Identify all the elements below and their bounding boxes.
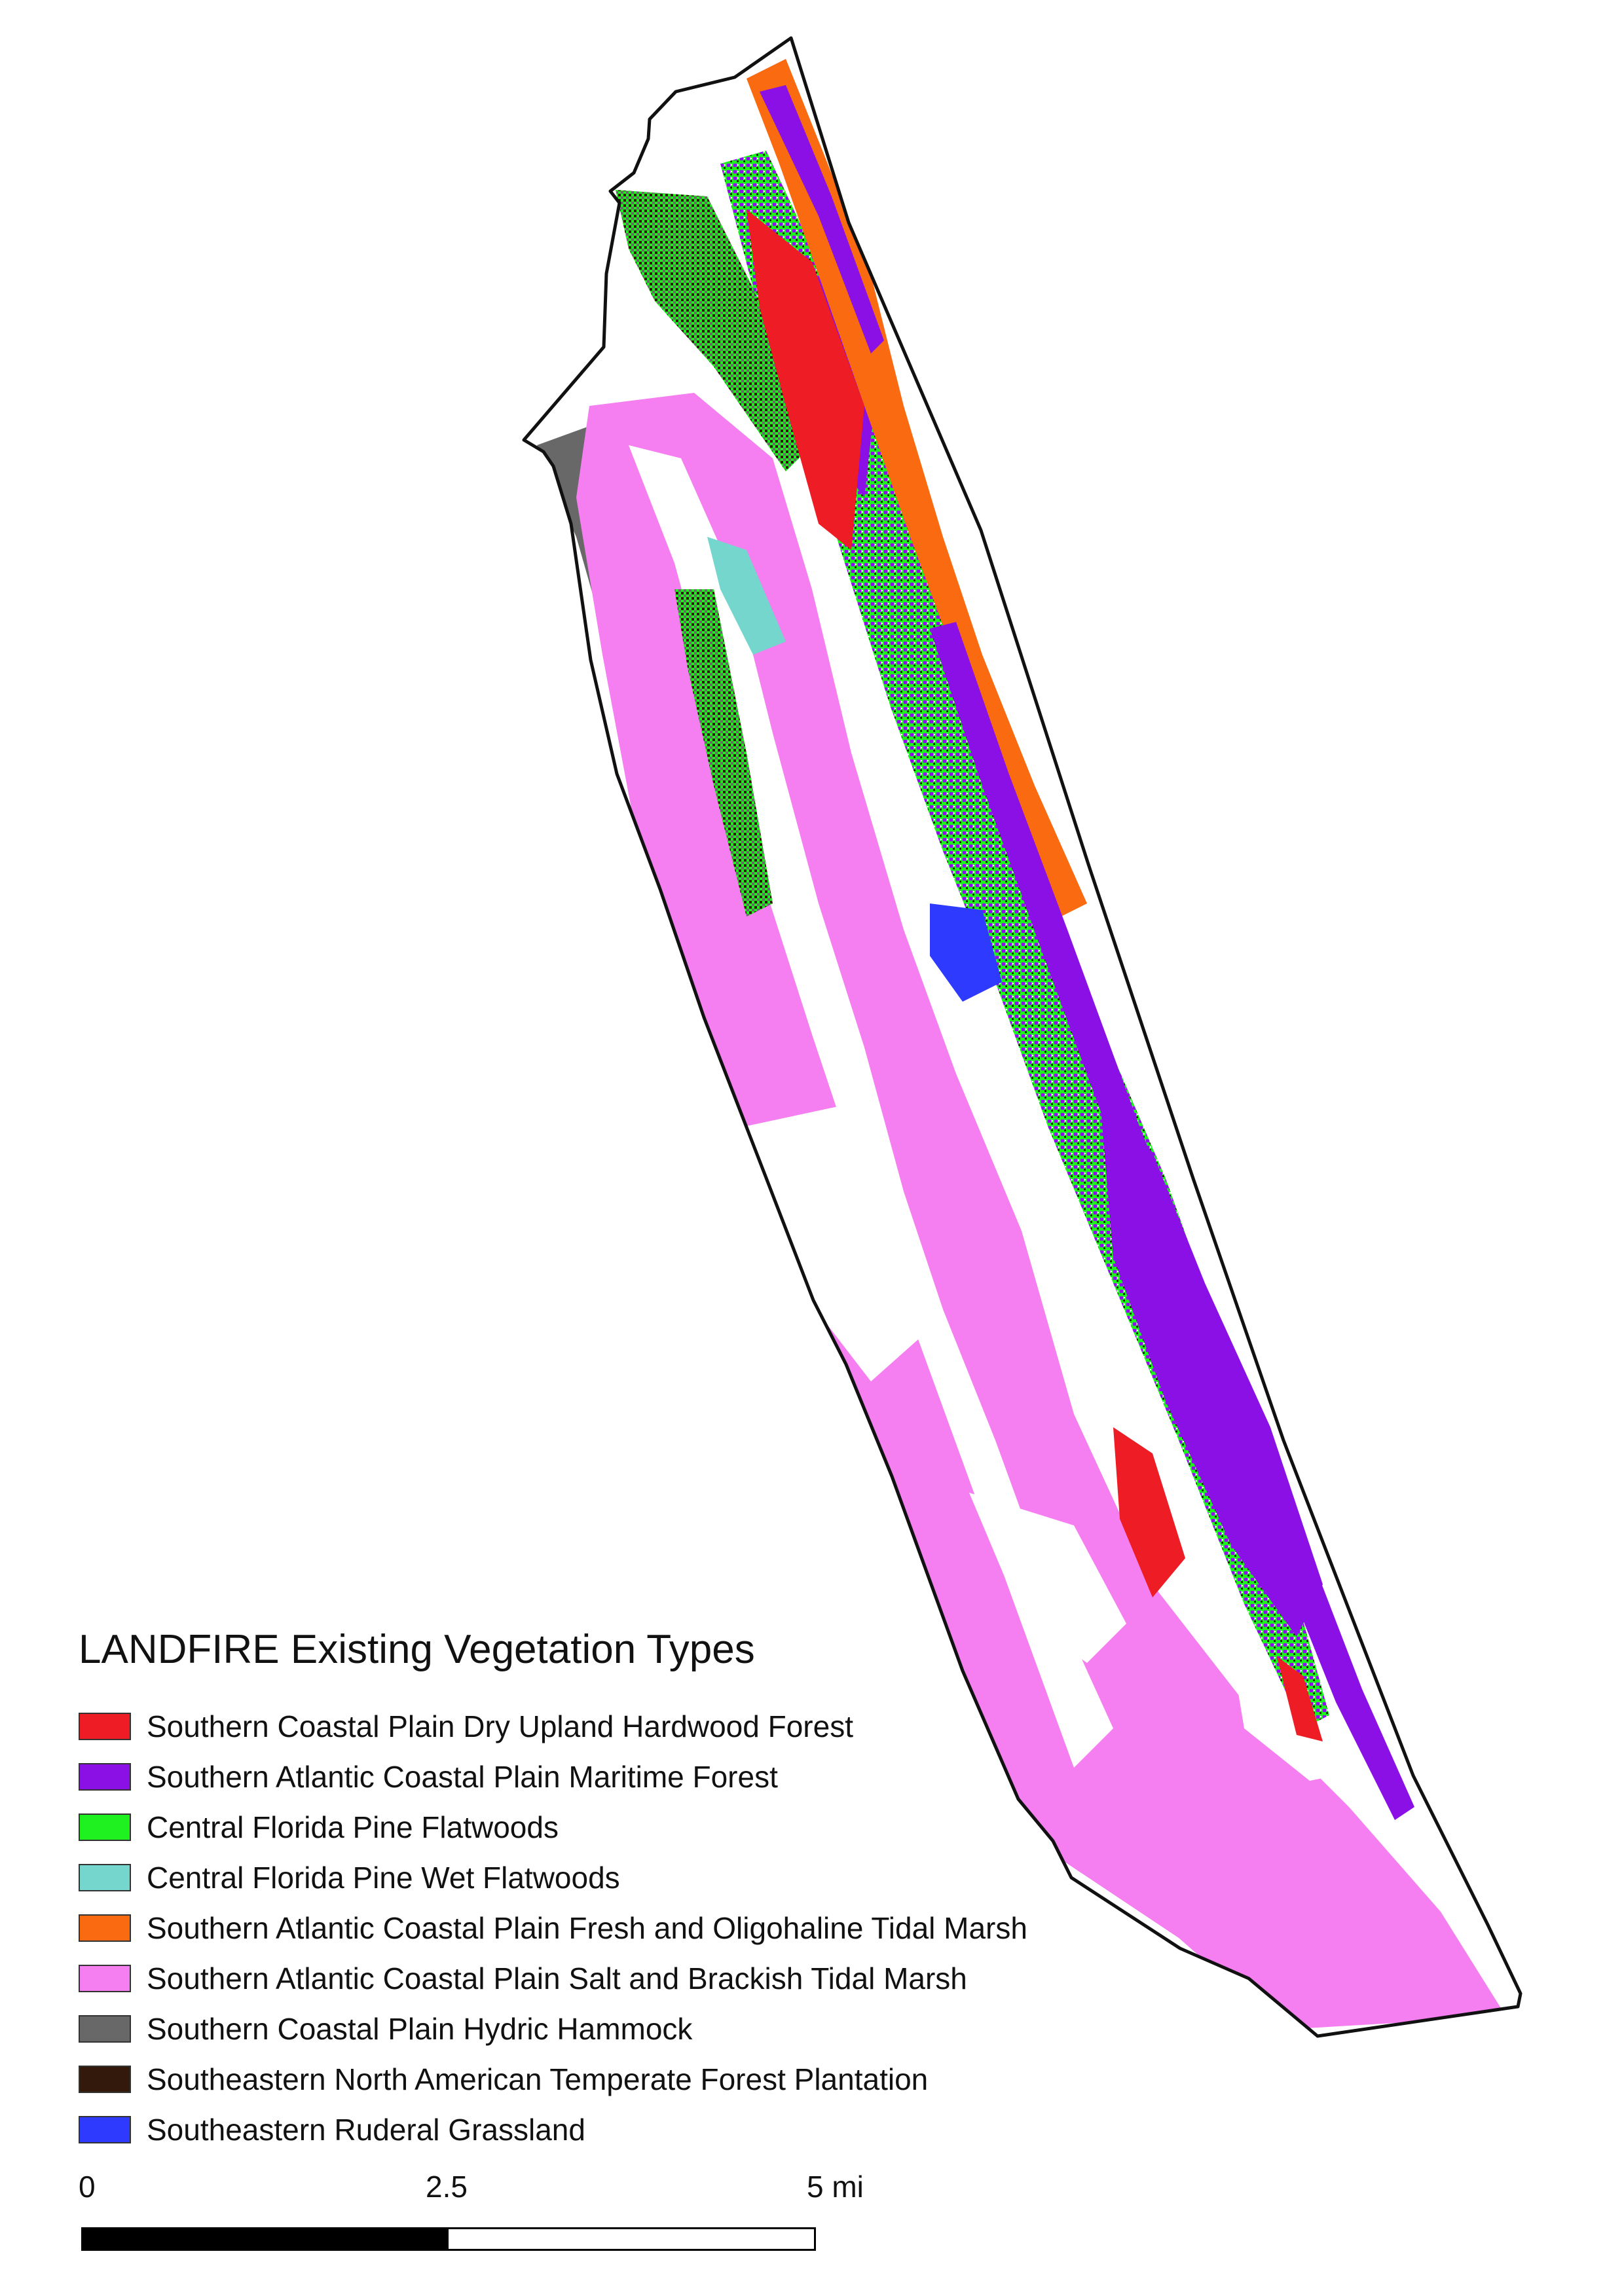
forest-mix-west [674,589,773,917]
legend-item: Southern Coastal Plain Dry Upland Hardwo… [79,1701,1192,1751]
legend-title: LANDFIRE Existing Vegetation Types [79,1627,755,1672]
legend-swatch [79,2065,131,2093]
legend-item: Central Florida Pine Wet Flatwoods [79,1852,1192,1903]
maritime-forest-barrier [930,622,1414,1820]
fresh-tidal-marsh-region [747,59,1087,917]
open-water-patch [969,1493,1126,1663]
legend-item: Southeastern Ruderal Grassland [79,2104,1192,2155]
legend-items: Southern Coastal Plain Dry Upland Hardwo… [79,1701,1192,2155]
legend-item: Southern Atlantic Coastal Plain Salt and… [79,1953,1192,2003]
legend-swatch [79,1964,131,1992]
study-area-boundary [522,36,1522,2038]
legend-swatch [79,1712,131,1740]
scale-label-mid: 2.5 [426,2170,468,2204]
legend-label: Southern Coastal Plain Hydric Hammock [147,2011,693,2046]
salt-marsh-region [576,393,1506,2030]
legend-label: Southern Atlantic Coastal Plain Maritime… [147,1759,778,1794]
legend-label: Central Florida Pine Flatwoods [147,1810,559,1844]
ruderal-grassland-region [930,903,1002,1002]
legend-swatch [79,2115,131,2143]
legend-label: Southern Atlantic Coastal Plain Salt and… [147,1961,967,1995]
legend-swatch [79,1863,131,1891]
scale-label-start: 0 [79,2170,96,2204]
dry-upland-hardwood-region [747,210,864,550]
dry-upland-hardwood-region [1277,1656,1323,1741]
legend-item: Southern Coastal Plain Hydric Hammock [79,2003,1192,2054]
legend-swatch [79,2014,131,2043]
scale-segment-empty [449,2229,814,2249]
legend-item: Central Florida Pine Flatwoods [79,1802,1192,1852]
wet-flatwoods-region [707,537,786,655]
legend-swatch [79,1813,131,1841]
legend-label: Central Florida Pine Wet Flatwoods [147,1860,620,1895]
legend-label: Southern Coastal Plain Dry Upland Hardwo… [147,1709,853,1743]
scale-bar-graphic [81,2227,816,2251]
legend-item: Southern Atlantic Coastal Plain Maritime… [79,1751,1192,1802]
forest-mix-west [616,190,812,471]
legend-label: Southeastern Ruderal Grassland [147,2112,585,2147]
legend-item: Southeastern North American Temperate Fo… [79,2054,1192,2104]
map-legend: LANDFIRE Existing Vegetation Types South… [79,1624,1192,2155]
scale-label-end: 5 mi [807,2170,864,2204]
legend-label: Southern Atlantic Coastal Plain Fresh an… [147,1910,1027,1945]
dry-upland-hardwood-region [1113,1427,1185,1597]
open-water-patch [747,1106,930,1381]
scale-bar: 0 2.5 5 mi [79,2167,864,2259]
legend-swatch [79,1762,131,1791]
scale-segment-filled [83,2229,449,2249]
maritime-forest-barrier [760,85,884,354]
legend-label: Southeastern North American Temperate Fo… [147,2062,929,2096]
legend-item: Southern Atlantic Coastal Plain Fresh an… [79,1903,1192,1953]
legend-swatch [79,1914,131,1942]
